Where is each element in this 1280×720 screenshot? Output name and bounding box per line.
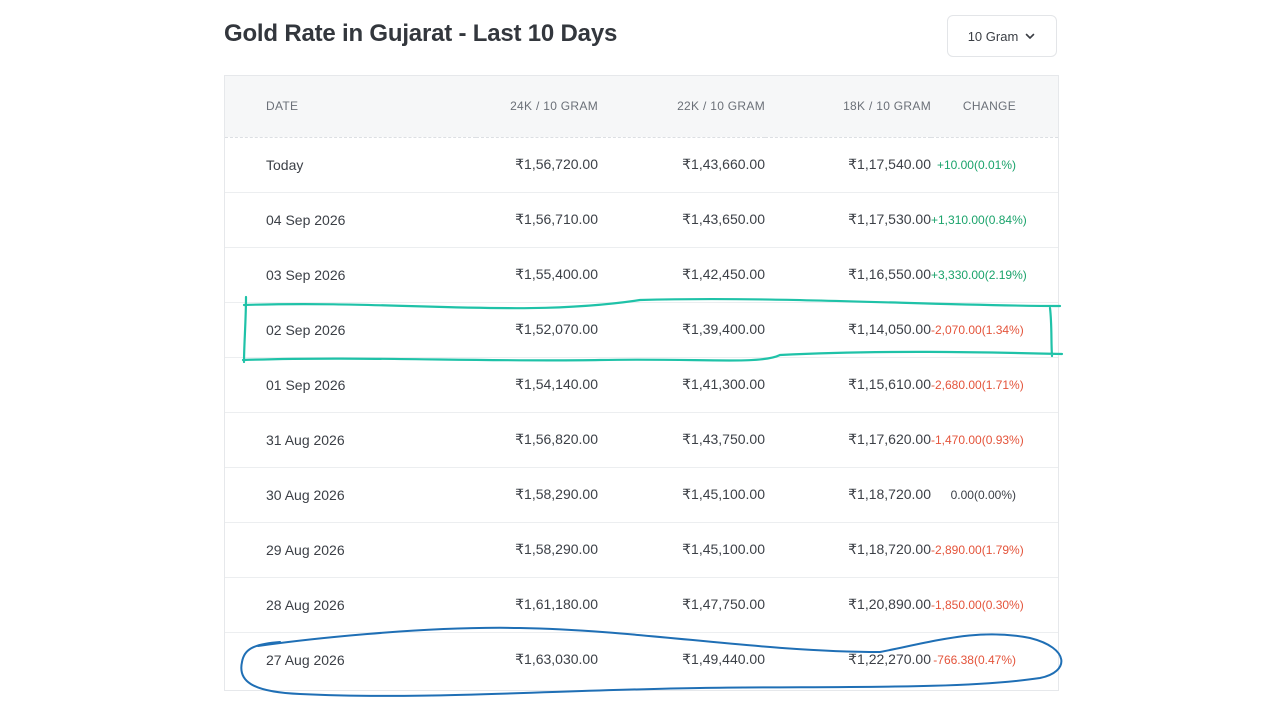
header-24k: 24K / 10 GRAM <box>476 76 598 138</box>
cell-24k: ₹1,55,400.00 <box>515 266 598 282</box>
cell-change: +3,330.00(2.19%) <box>931 267 1027 282</box>
cell-change: -2,890.00(1.79%) <box>931 542 1024 557</box>
cell-date: Today <box>266 156 304 173</box>
cell-18k: ₹1,18,720.00 <box>848 541 931 557</box>
cell-date: 30 Aug 2026 <box>266 486 345 503</box>
header-22k: 22K / 10 GRAM <box>598 76 765 138</box>
cell-18k: ₹1,17,530.00 <box>848 211 931 227</box>
gold-rate-table: DATE 24K / 10 GRAM 22K / 10 GRAM 18K / 1… <box>224 75 1059 691</box>
table-row: Today ₹1,56,720.00 ₹1,43,660.00 ₹1,17,540.0… <box>225 137 1058 192</box>
cell-22k: ₹1,43,750.00 <box>682 431 765 447</box>
cell-change: +1,310.00(0.84%) <box>931 212 1027 227</box>
cell-18k: ₹1,15,610.00 <box>848 376 931 392</box>
table-row: 04 Sep 2026 ₹1,56,710.00 ₹1,43,650.00 ₹1,17… <box>225 192 1058 247</box>
cell-22k: ₹1,47,750.00 <box>682 596 765 612</box>
table-row: 02 Sep 2026 ₹1,52,070.00 ₹1,39,400.00 ₹1,14… <box>225 302 1058 357</box>
cell-change: -766.38(0.47%) <box>933 652 1016 667</box>
cell-18k: ₹1,18,720.00 <box>848 486 931 502</box>
cell-date: 01 Sep 2026 <box>266 376 346 393</box>
table-row: 27 Aug 2026 ₹1,63,030.00 ₹1,49,440.00 ₹1,22… <box>225 632 1058 687</box>
cell-24k: ₹1,61,180.00 <box>515 596 598 612</box>
chevron-down-icon <box>1025 33 1035 39</box>
table-row: 03 Sep 2026 ₹1,55,400.00 ₹1,42,450.00 ₹1,16… <box>225 247 1058 302</box>
cell-change: -1,850.00(0.30%) <box>931 597 1024 612</box>
cell-22k: ₹1,49,440.00 <box>682 651 765 668</box>
cell-18k: ₹1,17,540.00 <box>848 156 931 172</box>
table-header-row: DATE 24K / 10 GRAM 22K / 10 GRAM 18K / 1… <box>225 76 1058 138</box>
cell-change: +10.00(0.01%) <box>936 157 1016 172</box>
cell-22k: ₹1,39,400.00 <box>682 321 765 337</box>
cell-date: 02 Sep 2026 <box>266 321 346 338</box>
cell-18k: ₹1,14,050.00 <box>848 321 931 337</box>
cell-change: -2,070.00(1.34%) <box>931 322 1024 337</box>
table-row: 28 Aug 2026 ₹1,61,180.00 ₹1,47,750.00 ₹1,20… <box>225 577 1058 632</box>
cell-24k: ₹1,56,710.00 <box>515 211 598 227</box>
cell-24k: ₹1,58,290.00 <box>515 541 598 557</box>
cell-18k: ₹1,22,270.00 <box>848 651 931 668</box>
cell-date: 31 Aug 2026 <box>266 431 345 448</box>
cell-24k: ₹1,52,070.00 <box>515 321 598 337</box>
cell-22k: ₹1,43,650.00 <box>682 211 765 227</box>
table-row: 29 Aug 2026 ₹1,58,290.00 ₹1,45,100.00 ₹1,18… <box>225 522 1058 577</box>
cell-date: 04 Sep 2026 <box>266 211 346 228</box>
cell-22k: ₹1,42,450.00 <box>682 266 765 282</box>
cell-date: 29 Aug 2026 <box>266 541 345 558</box>
cell-date: 27 Aug 2026 <box>266 651 345 668</box>
cell-18k: ₹1,17,620.00 <box>848 431 931 447</box>
cell-change: 0.00(0.00%) <box>950 487 1016 502</box>
cell-date: 28 Aug 2026 <box>266 596 345 613</box>
cell-24k: ₹1,63,030.00 <box>515 651 598 668</box>
header-change: CHANGE <box>931 76 1058 138</box>
table-row: 30 Aug 2026 ₹1,58,290.00 ₹1,45,100.00 ₹1,18… <box>225 467 1058 522</box>
cell-24k: ₹1,54,140.00 <box>515 376 598 392</box>
cell-22k: ₹1,41,300.00 <box>682 376 765 392</box>
cell-change: -1,470.00(0.93%) <box>931 432 1024 447</box>
cell-change: -2,680.00(1.71%) <box>931 377 1024 392</box>
cell-22k: ₹1,43,660.00 <box>682 156 765 172</box>
page-title: Gold Rate in Gujarat - Last 10 Days <box>224 20 618 47</box>
table-row: 01 Sep 2026 ₹1,54,140.00 ₹1,41,300.00 ₹1,15… <box>225 357 1058 412</box>
cell-24k: ₹1,56,720.00 <box>515 156 598 172</box>
cell-date: 03 Sep 2026 <box>266 266 346 283</box>
header-date: DATE <box>225 76 476 138</box>
table-row: 31 Aug 2026 ₹1,56,820.00 ₹1,43,750.00 ₹1,17… <box>225 412 1058 467</box>
cell-24k: ₹1,56,820.00 <box>515 431 598 447</box>
unit-selector-value: 10 Gram <box>967 28 1019 44</box>
cell-22k: ₹1,45,100.00 <box>682 486 765 502</box>
unit-selector-dropdown[interactable]: 10 Gram <box>947 15 1057 57</box>
cell-22k: ₹1,45,100.00 <box>682 541 765 557</box>
cell-18k: ₹1,16,550.00 <box>848 266 931 282</box>
header-18k: 18K / 10 GRAM <box>765 76 931 138</box>
cell-24k: ₹1,58,290.00 <box>515 486 598 502</box>
cell-18k: ₹1,20,890.00 <box>848 596 931 612</box>
